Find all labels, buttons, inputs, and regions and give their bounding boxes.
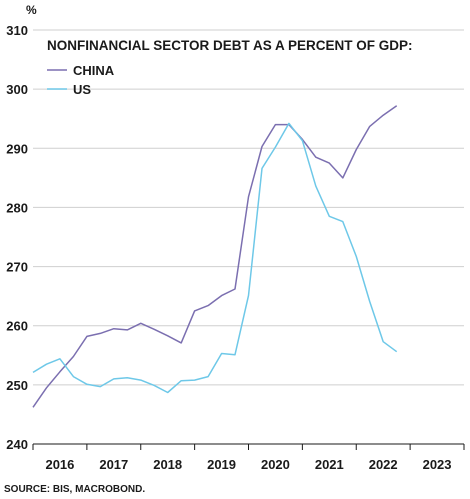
x-tick-label: 2016 [45,457,74,472]
series-line-us [32,122,398,394]
gridlines [33,29,464,445]
x-tick-label: 2022 [369,457,398,472]
series-lines [32,105,398,408]
legend: CHINA US [47,63,115,97]
y-tick-label: 310 [6,23,28,38]
legend-label-china: CHINA [73,63,115,78]
y-tick-label: 280 [6,200,28,215]
y-tick-label: 290 [6,141,28,156]
series-line-china [32,105,398,408]
x-tick-label: 2021 [315,457,344,472]
y-tick-label: 260 [6,319,28,334]
x-tick-label: 2020 [261,457,290,472]
x-tick-label: 2019 [207,457,236,472]
y-axis-unit: % [26,3,37,17]
x-tick-label: 2018 [153,457,182,472]
y-tick-label: 270 [6,260,28,275]
y-tick-label: 300 [6,82,28,97]
y-tick-label: 240 [6,437,28,452]
source-note: SOURCE: BIS, MACROBOND. [4,484,145,495]
x-tick-label: 2017 [99,457,128,472]
x-tick-label: 2023 [423,457,452,472]
x-axis-ticks: 2016 2017 2018 2019 2020 2021 2022 2023 [32,443,465,472]
y-axis-ticks: 240 250 260 270 280 290 300 310 [6,23,28,452]
y-tick-label: 250 [6,378,28,393]
legend-label-us: US [73,82,91,97]
chart-title: NONFINANCIAL SECTOR DEBT AS A PERCENT OF… [47,38,413,53]
